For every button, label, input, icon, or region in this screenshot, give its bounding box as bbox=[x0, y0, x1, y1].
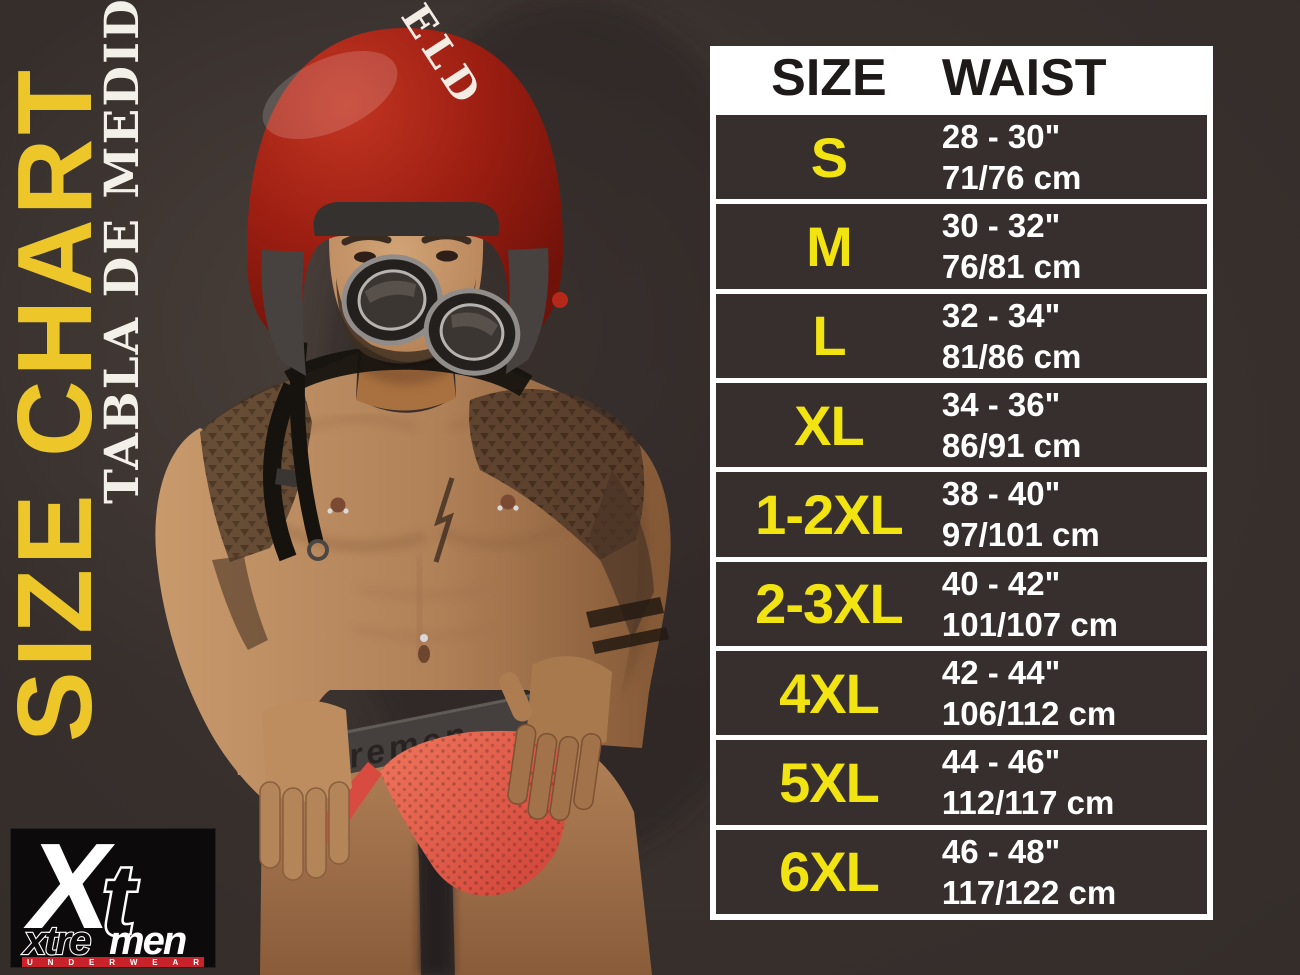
waist-cm: 117/122 cm bbox=[941, 873, 1117, 911]
waist-cell: 32 - 34" 81/86 cm bbox=[942, 294, 1207, 378]
goggles bbox=[341, 254, 521, 376]
xtremen-logo: X t xtre men UNDERWEAR bbox=[9, 819, 217, 969]
waist-cm: 71/76 cm bbox=[941, 159, 1082, 197]
strap-ring bbox=[307, 539, 329, 561]
eyebrow bbox=[341, 233, 392, 246]
brand-logo: X t xtre men UNDERWEAR bbox=[9, 819, 217, 969]
logo-wordmark-xtre: xtre bbox=[22, 919, 91, 963]
page-subtitle: TABLA DE MEDIDAS bbox=[95, 0, 150, 504]
waist-cm: 86/91 cm bbox=[941, 427, 1082, 465]
waist-cell: 40 - 42" 101/107 cm bbox=[942, 562, 1207, 646]
left-hand bbox=[499, 656, 613, 821]
eye bbox=[436, 250, 458, 262]
nipple-piercing bbox=[497, 505, 503, 511]
nipple-piercing bbox=[343, 508, 349, 514]
waist-cell: 30 - 32" 76/81 cm bbox=[942, 204, 1207, 288]
waist-cm: 81/86 cm bbox=[941, 337, 1082, 375]
pec-shadow bbox=[438, 519, 572, 548]
waist-cm: 97/101 cm bbox=[941, 516, 1100, 554]
table-header: SIZE WAIST bbox=[716, 46, 1207, 110]
nipple-piercing bbox=[513, 505, 519, 511]
jockstrap: Xtremen bbox=[295, 686, 602, 896]
model-photo: ELD Xtremen bbox=[155, 0, 730, 975]
waist-inches: 28 - 30" bbox=[941, 118, 1061, 156]
table-row: 6XL 46 - 48" 117/122 cm bbox=[716, 829, 1207, 914]
size-cell: 1-2XL bbox=[755, 482, 903, 546]
helmet-shine bbox=[262, 50, 398, 140]
logo-banner-text: UNDERWEAR bbox=[27, 958, 199, 967]
table-body: S 28 - 30" 71/76 cm M 30 - 32" 76/81 cm … bbox=[716, 110, 1207, 914]
size-cell: 4XL bbox=[779, 661, 880, 725]
waistband bbox=[296, 688, 575, 783]
waist-inches: 30 - 32" bbox=[941, 207, 1061, 245]
table-row: 1-2XL 38 - 40" 97/101 cm bbox=[716, 472, 1207, 557]
table-row: L 32 - 34" 81/86 cm bbox=[716, 293, 1207, 378]
size-cell: XL bbox=[794, 393, 865, 457]
navel-piercing bbox=[420, 634, 428, 642]
waist-inches: 44 - 46" bbox=[941, 743, 1061, 781]
right-hand bbox=[259, 700, 352, 881]
ear-flap bbox=[261, 250, 306, 376]
page-title: SIZE CHART bbox=[0, 66, 114, 742]
waist-inches: 38 - 40" bbox=[941, 475, 1061, 513]
waist-cell: 34 - 36" 86/91 cm bbox=[942, 383, 1207, 467]
nipple bbox=[330, 497, 346, 513]
waist-inches: 40 - 42" bbox=[941, 564, 1061, 602]
waist-cell: 38 - 40" 97/101 cm bbox=[942, 472, 1207, 556]
waist-cm: 101/107 cm bbox=[941, 605, 1119, 643]
size-cell: S bbox=[810, 125, 848, 189]
helmet-clip bbox=[552, 292, 568, 308]
waist-cell: 42 - 44" 106/112 cm bbox=[942, 651, 1207, 735]
waist-cm: 106/112 cm bbox=[941, 695, 1117, 733]
goggles-strap-hanging bbox=[263, 382, 301, 562]
waist-inches: 46 - 48" bbox=[941, 832, 1061, 870]
size-cell: M bbox=[806, 214, 853, 278]
logo-banner-bar bbox=[22, 957, 204, 967]
table-row: S 28 - 30" 71/76 cm bbox=[716, 115, 1207, 200]
column-header-size: SIZE bbox=[771, 49, 887, 107]
waist-cm: 76/81 cm bbox=[941, 248, 1082, 286]
waist-inches: 42 - 44" bbox=[941, 654, 1061, 692]
waist-cm: 112/117 cm bbox=[941, 784, 1115, 822]
column-header-waist: WAIST bbox=[941, 49, 1107, 107]
table-row: 5XL 44 - 46" 112/117 cm bbox=[716, 740, 1207, 825]
helmet-liner bbox=[313, 202, 500, 236]
logo-wordmark-men: men bbox=[109, 919, 186, 963]
waist-cell: 46 - 48" 117/122 cm bbox=[942, 830, 1207, 914]
table-row: 2-3XL 40 - 42" 101/107 cm bbox=[716, 561, 1207, 646]
waist-inches: 32 - 34" bbox=[941, 296, 1061, 334]
logo-background bbox=[9, 827, 217, 969]
table-row: 4XL 42 - 44" 106/112 cm bbox=[716, 650, 1207, 736]
size-table: SIZE WAIST S 28 - 30" 71/76 cm M 30 - 32… bbox=[710, 46, 1213, 920]
nipple bbox=[500, 494, 516, 510]
ab-line bbox=[415, 555, 424, 663]
tattoos bbox=[200, 378, 669, 654]
size-cell: 2-3XL bbox=[755, 572, 903, 636]
waist-inches: 34 - 36" bbox=[941, 386, 1061, 424]
size-cell: L bbox=[812, 304, 846, 368]
waist-cell: 28 - 30" 71/76 cm bbox=[942, 115, 1207, 199]
navel bbox=[418, 645, 430, 663]
nipple-piercing bbox=[327, 508, 333, 514]
table-row: XL 34 - 36" 86/91 cm bbox=[716, 382, 1207, 468]
waist-cell: 44 - 46" 112/117 cm bbox=[942, 740, 1207, 824]
size-cell: 5XL bbox=[779, 750, 880, 814]
table-row: M 30 - 32" 76/81 cm bbox=[716, 204, 1207, 289]
size-cell: 6XL bbox=[779, 840, 880, 904]
